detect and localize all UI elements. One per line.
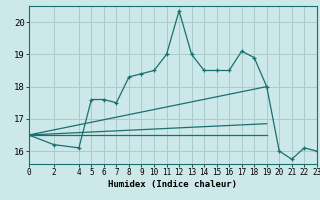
X-axis label: Humidex (Indice chaleur): Humidex (Indice chaleur) bbox=[108, 180, 237, 189]
